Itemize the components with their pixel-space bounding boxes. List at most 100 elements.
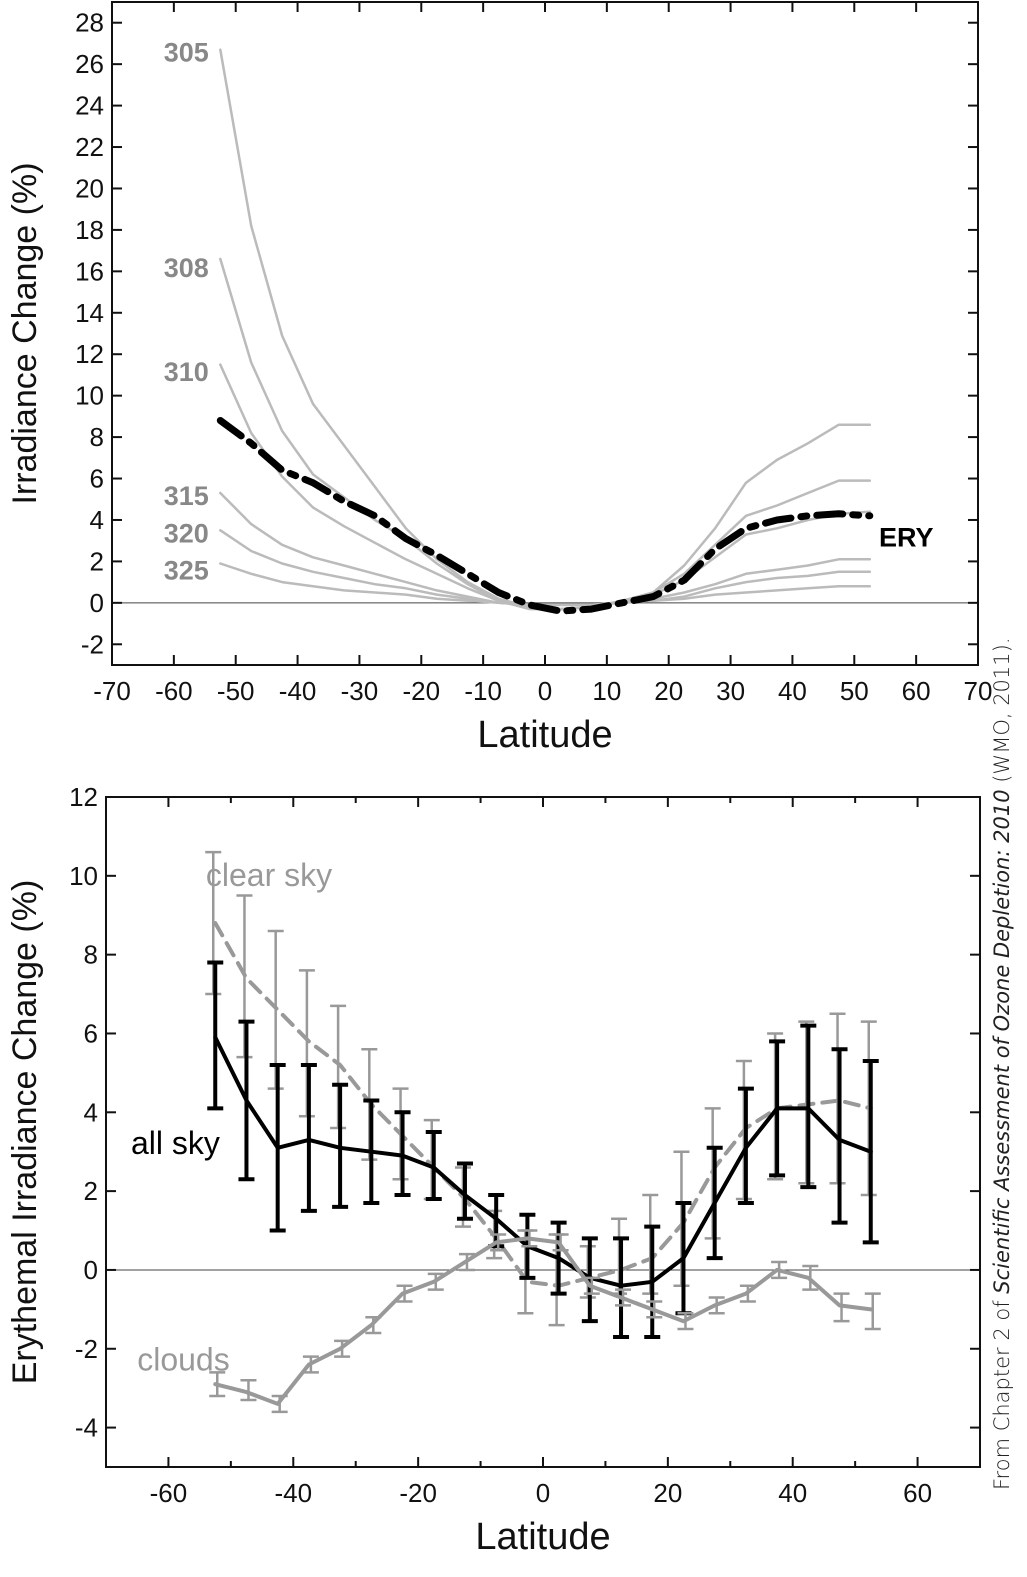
data-point bbox=[281, 334, 284, 337]
data-point bbox=[342, 500, 345, 503]
data-point bbox=[250, 431, 253, 434]
data-point bbox=[404, 593, 407, 596]
data-point bbox=[401, 1292, 404, 1295]
series-label: 310 bbox=[164, 357, 209, 387]
series-clouds: clouds bbox=[137, 1229, 881, 1414]
data-point bbox=[307, 1363, 310, 1366]
data-point bbox=[373, 485, 376, 488]
data-point bbox=[868, 585, 871, 588]
data-point bbox=[526, 1280, 529, 1283]
data-point bbox=[745, 481, 748, 484]
data-point bbox=[683, 579, 686, 582]
data-point bbox=[775, 576, 778, 579]
series-line bbox=[219, 257, 872, 611]
data-point bbox=[219, 48, 222, 51]
data-point bbox=[250, 361, 253, 364]
x-tick-label: -60 bbox=[150, 1478, 188, 1508]
series-315: 315 bbox=[164, 481, 872, 607]
y-tick-label: 22 bbox=[75, 132, 104, 162]
data-point bbox=[312, 402, 315, 405]
data-point bbox=[342, 444, 345, 447]
y-tick-label: 8 bbox=[84, 940, 98, 970]
data-point bbox=[342, 564, 345, 567]
data-point bbox=[744, 1146, 747, 1149]
data-point bbox=[342, 589, 345, 592]
data-point bbox=[620, 1284, 623, 1287]
data-point bbox=[373, 572, 376, 575]
data-point bbox=[683, 564, 686, 567]
data-point bbox=[776, 1107, 779, 1110]
y-tick-label: 16 bbox=[75, 256, 104, 286]
data-point bbox=[250, 224, 253, 227]
data-point bbox=[714, 547, 717, 550]
data-point bbox=[307, 1040, 310, 1043]
data-point bbox=[652, 595, 655, 598]
data-point bbox=[312, 481, 315, 484]
data-point bbox=[837, 512, 840, 515]
data-point bbox=[373, 514, 376, 517]
data-point bbox=[435, 593, 438, 596]
x-tick-label: 20 bbox=[653, 1478, 682, 1508]
y-tick-label: 0 bbox=[84, 1255, 98, 1285]
data-point bbox=[219, 562, 222, 565]
y-tick-label: -2 bbox=[81, 629, 104, 659]
data-point bbox=[435, 554, 438, 557]
data-point bbox=[307, 1138, 310, 1141]
data-point bbox=[775, 568, 778, 571]
data-point bbox=[276, 1402, 279, 1405]
data-point bbox=[745, 533, 748, 536]
y-tick-label: 18 bbox=[75, 215, 104, 245]
x-tick-label: 10 bbox=[592, 676, 621, 706]
series-line bbox=[216, 417, 874, 615]
data-point bbox=[404, 587, 407, 590]
x-axis-label: Latitude bbox=[475, 1516, 610, 1558]
data-point bbox=[620, 1296, 623, 1299]
y-tick-label: -2 bbox=[75, 1334, 98, 1364]
x-tick-label: 20 bbox=[654, 676, 683, 706]
data-point bbox=[245, 977, 248, 980]
y-axis-label: Irradiance Change (%) bbox=[6, 162, 44, 504]
data-point bbox=[837, 558, 840, 561]
y-tick-label: -4 bbox=[75, 1413, 98, 1443]
data-point bbox=[404, 558, 407, 561]
series-ERY: ERY bbox=[216, 417, 934, 615]
data-point bbox=[683, 591, 686, 594]
data-point bbox=[339, 1064, 342, 1067]
credit-title: Scientific Assessment of Ozone Depletion… bbox=[990, 789, 1014, 1294]
data-point bbox=[868, 558, 871, 561]
x-tick-label: -20 bbox=[399, 1478, 437, 1508]
data-point bbox=[219, 492, 222, 495]
data-point bbox=[281, 429, 284, 432]
y-tick-label: 0 bbox=[90, 588, 104, 618]
data-point bbox=[435, 562, 438, 565]
series-label: 308 bbox=[164, 253, 209, 283]
x-tick-label: 60 bbox=[903, 1478, 932, 1508]
credit-suffix: (WMO, 2011). bbox=[990, 637, 1014, 790]
data-point bbox=[682, 1320, 685, 1323]
series-label: 315 bbox=[164, 481, 209, 511]
data-point bbox=[312, 570, 315, 573]
data-point bbox=[745, 581, 748, 584]
data-point bbox=[219, 529, 222, 532]
data-point bbox=[432, 1166, 435, 1169]
y-tick-label: 8 bbox=[90, 422, 104, 452]
x-tick-label: 0 bbox=[536, 1478, 550, 1508]
data-point bbox=[745, 572, 748, 575]
credit-prefix: From Chapter 2 of bbox=[990, 1293, 1014, 1490]
data-point bbox=[806, 514, 809, 517]
data-point bbox=[775, 589, 778, 592]
data-point bbox=[466, 583, 469, 586]
data-point bbox=[435, 597, 438, 600]
source-credit: From Chapter 2 of Scientific Assessment … bbox=[990, 570, 1014, 1490]
data-point bbox=[404, 581, 407, 584]
data-point bbox=[281, 543, 284, 546]
data-point bbox=[775, 504, 778, 507]
data-point bbox=[775, 458, 778, 461]
data-point bbox=[744, 1292, 747, 1295]
data-point bbox=[373, 591, 376, 594]
data-point bbox=[245, 1099, 248, 1102]
data-point bbox=[621, 601, 624, 604]
data-point bbox=[682, 1257, 685, 1260]
data-point bbox=[588, 1284, 591, 1287]
